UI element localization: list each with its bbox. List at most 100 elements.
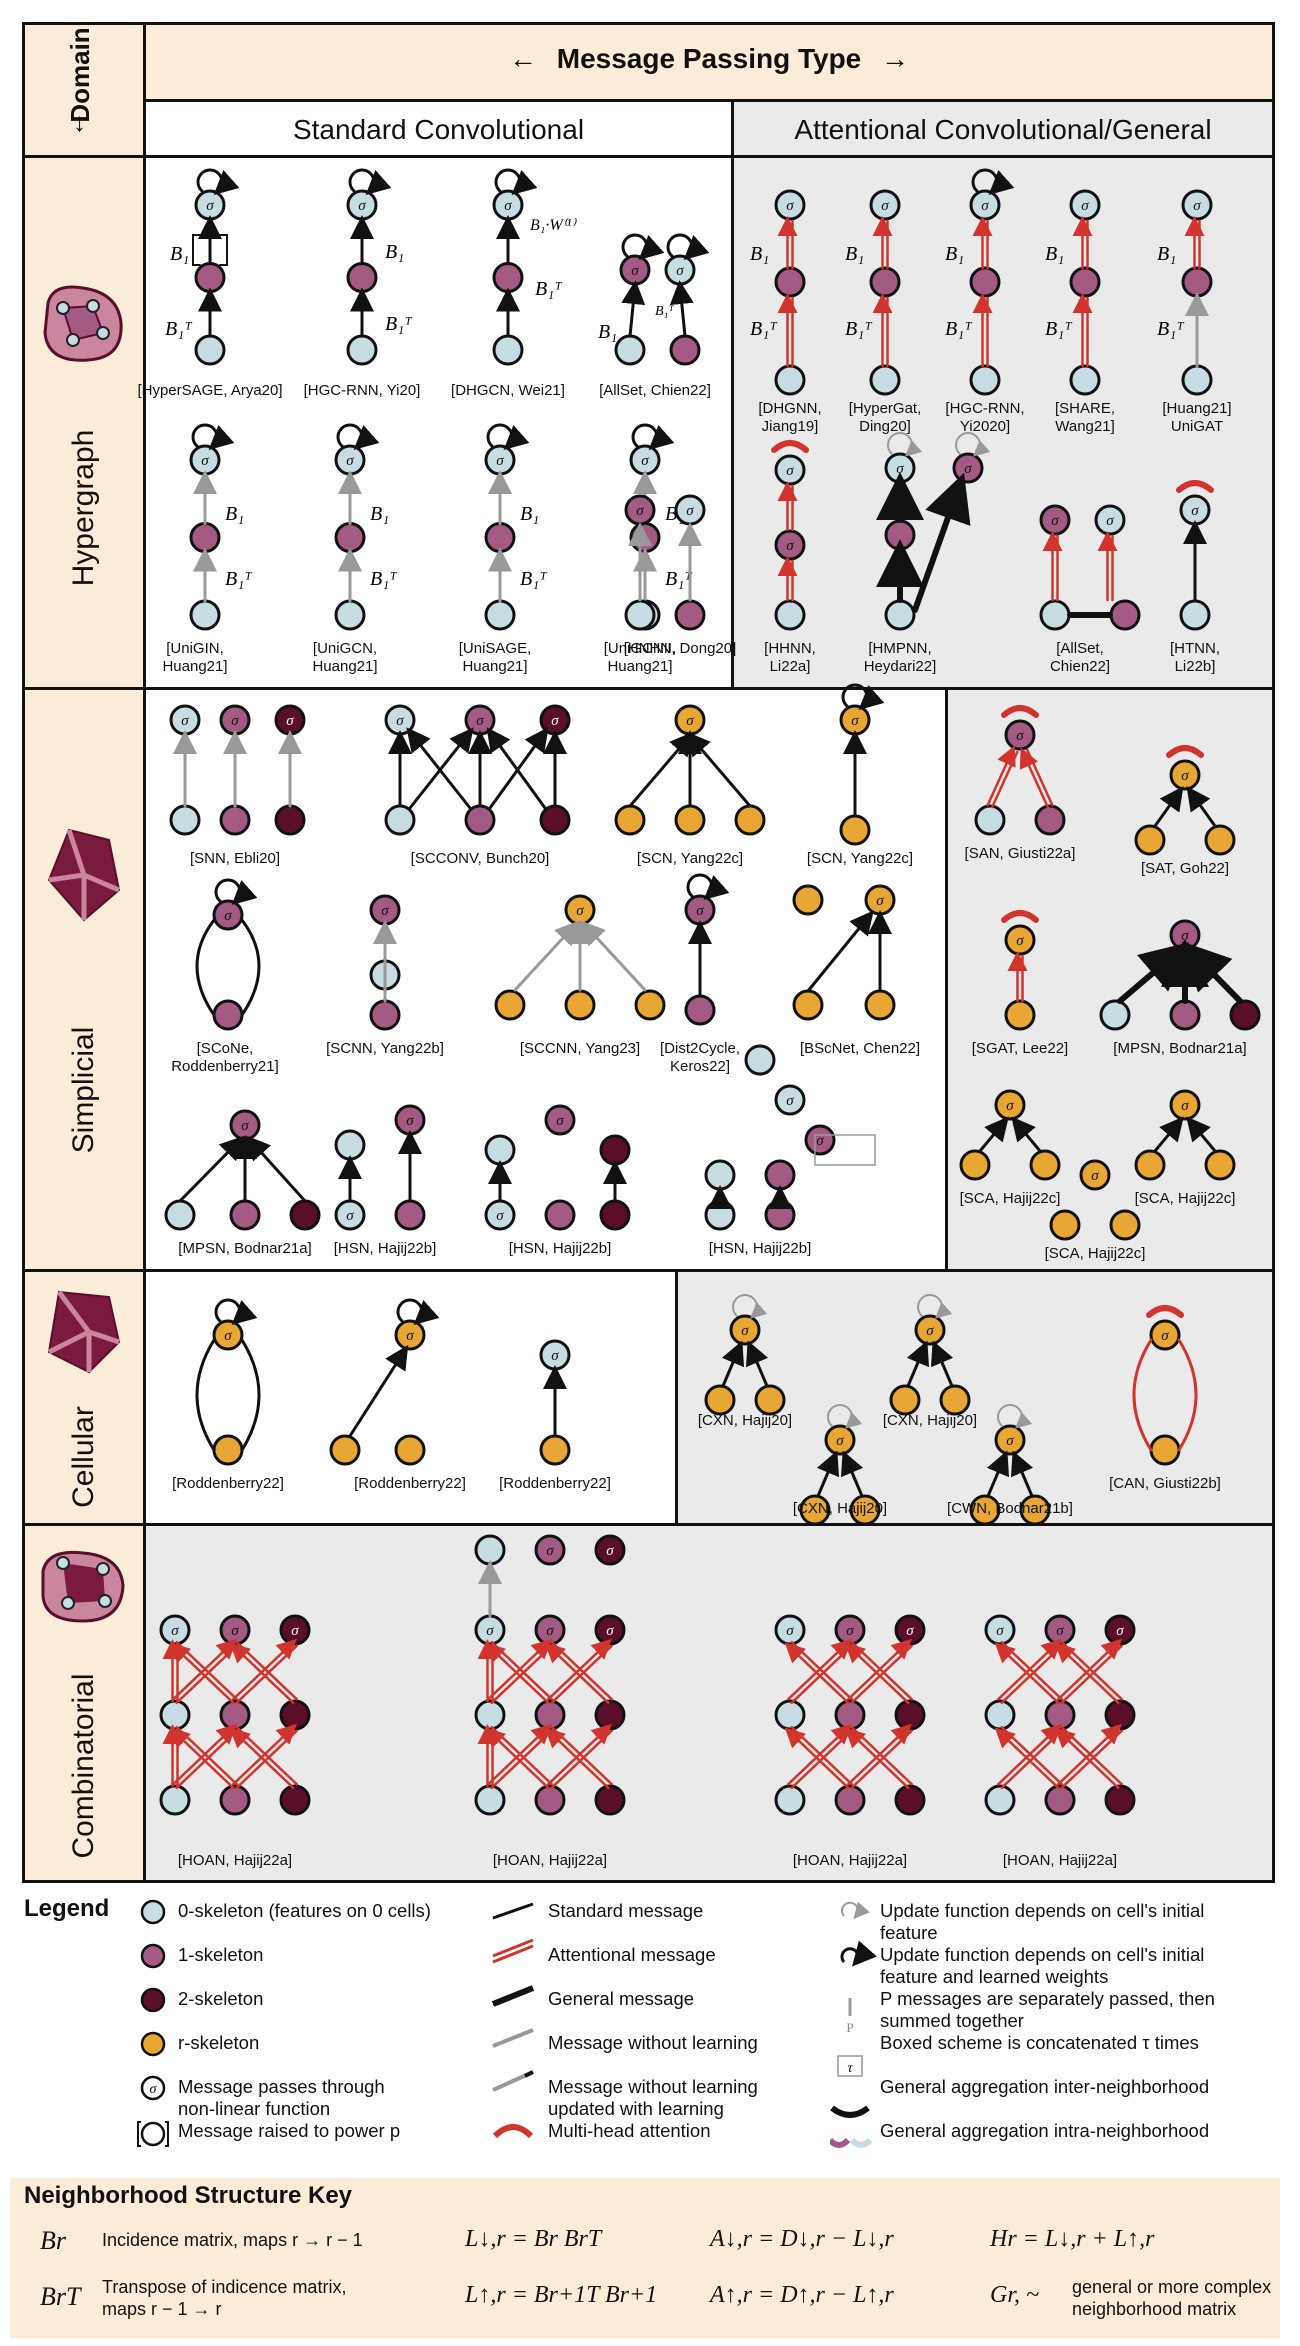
sigma-label: σ bbox=[1116, 1623, 1124, 1639]
graph-node bbox=[289, 1199, 321, 1231]
graph-node bbox=[564, 989, 596, 1021]
leg1-item: r-skeleton bbox=[178, 2032, 260, 2053]
cellular-icon bbox=[47, 1290, 121, 1374]
graph-node bbox=[484, 1134, 516, 1166]
attentional-edge bbox=[235, 1644, 298, 1705]
message-edge bbox=[1186, 786, 1217, 828]
sigma-label: σ bbox=[496, 453, 504, 469]
skeleton0-icon bbox=[140, 1899, 166, 1925]
hyp-std-caption: [HyperSAGE, Arya20] bbox=[137, 382, 283, 399]
graph-node bbox=[994, 1089, 1026, 1121]
leg3-item: Update function depends on cell's initia… bbox=[880, 1900, 1205, 1943]
edge-label: B₁ᵀ bbox=[225, 568, 253, 590]
message-edge bbox=[628, 731, 694, 808]
graph-node bbox=[629, 522, 661, 553]
attentional-edge bbox=[997, 1638, 1062, 1701]
key-l-down: L↓,r = Br BrT bbox=[465, 2226, 602, 2252]
graph-node bbox=[159, 1699, 191, 1731]
attentional-edge bbox=[850, 1729, 913, 1790]
attentional-edge bbox=[544, 1727, 610, 1790]
attentional-edge bbox=[487, 1723, 552, 1786]
attentional-edge bbox=[997, 1723, 1062, 1786]
diagram-canvas: σ B₁ B₁ᵀ σ B₁ B₁ᵀ σ B₁ᵀ B₁·W⁽¹⁾ σ σ B₁ B₁ᵀ σ B₁ B₁ᵀ σ B₁ B… bbox=[159, 168, 1261, 1816]
multi-head-attention-icon bbox=[1146, 1305, 1184, 1318]
edge-label: B₁·W⁽¹⁾ bbox=[530, 217, 577, 234]
sigma-label: σ bbox=[1016, 728, 1024, 744]
graph-node bbox=[869, 364, 901, 396]
hyp-att-caption: [HyperGat, Ding20] bbox=[848, 400, 922, 435]
attentional-edge bbox=[790, 1640, 853, 1701]
graph-node bbox=[1044, 1784, 1076, 1816]
graph-node bbox=[159, 1784, 191, 1816]
power-node-icon bbox=[140, 2121, 166, 2147]
simp-r2-caption: [BScNet, Chen22] bbox=[799, 1040, 921, 1057]
graph-node bbox=[774, 599, 806, 631]
graph-node bbox=[219, 804, 251, 836]
attentional-edge bbox=[232, 1638, 297, 1701]
black-update-icon bbox=[840, 1940, 877, 1967]
cell-att-caption: [CXN, Hajij20] bbox=[697, 1412, 793, 1429]
graph-node bbox=[804, 1124, 836, 1156]
attentional-edge bbox=[1057, 1723, 1122, 1786]
message-edge bbox=[580, 920, 647, 992]
attentional-edge bbox=[1060, 1644, 1123, 1705]
leg1-item: 2-skeleton bbox=[178, 1988, 264, 2009]
message-edge bbox=[906, 1340, 930, 1388]
graph-node bbox=[1104, 1699, 1136, 1731]
graph-node bbox=[1149, 1434, 1181, 1466]
key-h: Hr = L↓,r + L↑,r bbox=[990, 2226, 1155, 2252]
edge-label: B₁ᵀ bbox=[945, 318, 973, 340]
leg2-item: Multi-head attention bbox=[548, 2120, 711, 2141]
sigma-label: σ bbox=[636, 503, 644, 519]
sigma-label: σ bbox=[346, 453, 354, 469]
sigma-label: σ bbox=[171, 1623, 179, 1639]
graph-node bbox=[464, 804, 496, 836]
graph-node bbox=[346, 334, 378, 366]
graph-node bbox=[474, 1784, 506, 1816]
graph-node bbox=[274, 804, 306, 836]
graph-node bbox=[849, 1494, 881, 1526]
leg1-item: Message raised to power p bbox=[178, 2120, 401, 2141]
leg2-item: General message bbox=[548, 1988, 695, 2009]
update-loop-icon bbox=[396, 1298, 440, 1326]
graph-node bbox=[1044, 1699, 1076, 1731]
sigma-label: σ bbox=[1106, 513, 1114, 529]
graph-node bbox=[212, 999, 244, 1031]
graph-node bbox=[824, 1424, 856, 1456]
message-edge bbox=[986, 1450, 1010, 1498]
sigma-label: σ bbox=[551, 713, 559, 729]
sigma-label: σ bbox=[291, 1623, 299, 1639]
edge-label: B₁ᵀ bbox=[370, 568, 398, 590]
message-edge bbox=[930, 1340, 954, 1388]
sigma-label: σ bbox=[1181, 928, 1189, 944]
cell-att-caption: [CXN, Hajij20] bbox=[792, 1500, 888, 1517]
message-edge bbox=[1153, 786, 1184, 828]
key-br-desc: Incidence matrix, maps r → r − 1 bbox=[102, 2230, 363, 2250]
sigma-label: σ bbox=[846, 1623, 854, 1639]
attentional-edge bbox=[490, 1729, 553, 1790]
graph-node bbox=[764, 1199, 796, 1231]
multi-head-attention-icon bbox=[771, 440, 809, 453]
hypergraph-icon bbox=[43, 285, 123, 362]
attentional-edge bbox=[784, 1727, 850, 1790]
graph-node bbox=[774, 266, 806, 298]
sigma-label: σ bbox=[676, 263, 684, 279]
simp-r1-caption: [SNN, Ebli20] bbox=[189, 850, 281, 867]
leg2-item: Standard message bbox=[548, 1900, 704, 1921]
attentional-edge bbox=[1060, 1640, 1123, 1701]
attentional-edge bbox=[1000, 1644, 1063, 1705]
edge-label: B₁ bbox=[945, 243, 964, 265]
sigma-label: σ bbox=[201, 453, 209, 469]
graph-node bbox=[684, 994, 716, 1026]
update-loop-icon bbox=[887, 432, 923, 457]
message-edge bbox=[1153, 1116, 1184, 1153]
graph-node bbox=[894, 1699, 926, 1731]
attentional-edge bbox=[1019, 747, 1049, 809]
graph-node bbox=[1149, 1319, 1181, 1351]
sigma-label: σ bbox=[606, 1623, 614, 1639]
edge-label: B₁ᵀ bbox=[750, 318, 778, 340]
sigma-label: σ bbox=[786, 1093, 794, 1109]
comb-caption: [HOAN, Hajij22a] bbox=[492, 1852, 608, 1869]
graph-node bbox=[834, 1784, 866, 1816]
graph-node bbox=[194, 262, 226, 293]
